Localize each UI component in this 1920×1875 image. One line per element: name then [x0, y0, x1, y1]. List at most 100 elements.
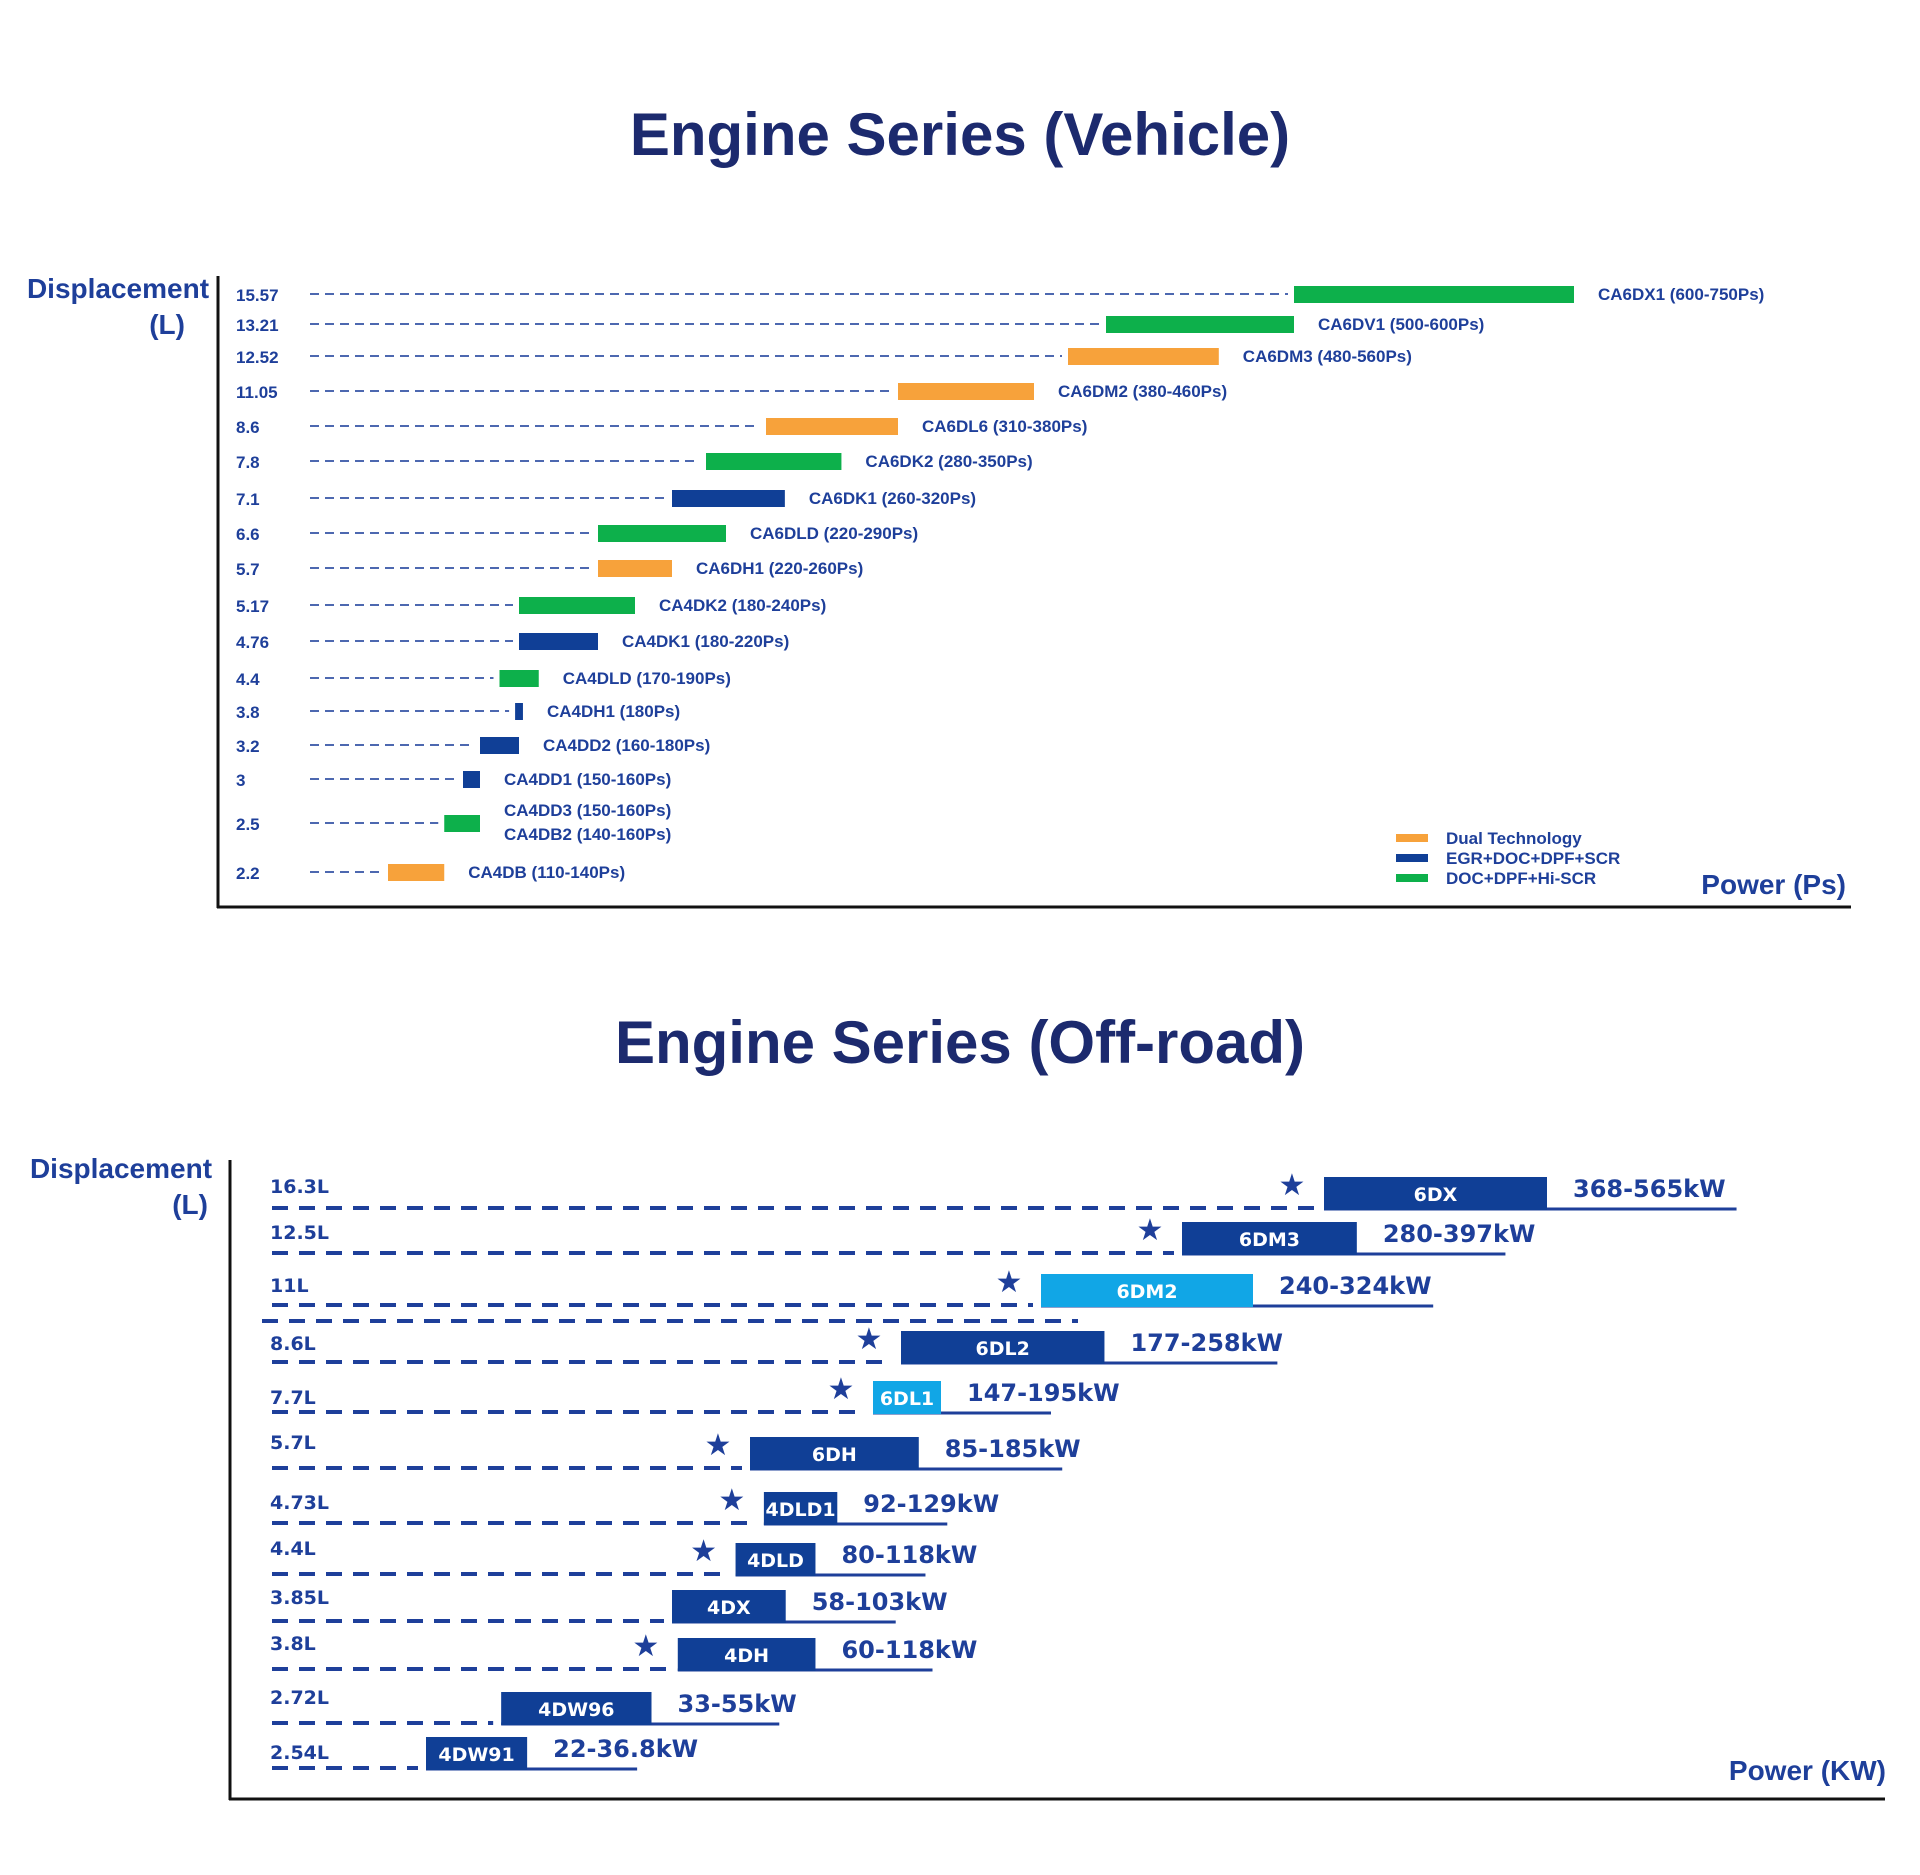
offroad-bar: [1041, 1274, 1253, 1307]
offroad-bar-name: 6DM2: [1116, 1281, 1177, 1303]
offroad-displacement-tick: 2.54L: [270, 1742, 329, 1764]
offroad-displacement-tick: 12.5L: [270, 1222, 329, 1244]
vehicle-displacement-tick: 7.1: [236, 490, 260, 509]
offroad-bar: [1324, 1177, 1547, 1210]
star-icon: ★: [996, 1265, 1023, 1300]
offroad-y-axis-label: Displacement: [30, 1153, 212, 1184]
offroad-bar-name: 4DW91: [438, 1744, 514, 1766]
vehicle-displacement-tick: 2.5: [236, 815, 260, 834]
offroad-bar: [735, 1543, 816, 1576]
offroad-displacement-tick: 11L: [270, 1275, 309, 1297]
offroad-bar-name: 4DH: [724, 1645, 769, 1667]
legend-label: DOC+DPF+Hi-SCR: [1446, 869, 1596, 888]
offroad-bar-name: 4DLD: [747, 1550, 804, 1572]
vehicle-bar: [1106, 316, 1294, 333]
vehicle-displacement-tick: 11.05: [236, 383, 278, 402]
vehicle-bar: [480, 737, 519, 754]
vehicle-displacement-tick: 3.2: [236, 737, 260, 756]
vehicle-bar: [898, 383, 1034, 400]
offroad-displacement-tick: 7.7L: [270, 1387, 316, 1409]
vehicle-bar-label: CA6DLD (220-290Ps): [750, 524, 918, 543]
star-icon: ★: [705, 1428, 732, 1463]
offroad-range-label: 58-103kW: [812, 1588, 948, 1616]
vehicle-bar-label: CA6DK2 (280-350Ps): [865, 452, 1032, 471]
offroad-bar-name: 4DW96: [538, 1699, 614, 1721]
offroad-bar: [901, 1331, 1105, 1364]
offroad-bar: [501, 1692, 652, 1725]
legend-swatch: [1396, 874, 1428, 882]
vehicle-bar: [444, 815, 480, 832]
offroad-range-label: 33-55kW: [678, 1690, 797, 1718]
offroad-displacement-tick: 2.72L: [270, 1687, 329, 1709]
vehicle-x-axis-label: Power (Ps): [1701, 869, 1846, 900]
vehicle-bar-label: CA4DB2 (140-160Ps): [504, 825, 671, 844]
vehicle-bar-label: CA6DM2 (380-460Ps): [1058, 382, 1227, 401]
offroad-bar-name: 6DH: [812, 1444, 857, 1466]
vehicle-bar: [463, 771, 480, 788]
offroad-bar: [763, 1492, 838, 1525]
offroad-range-label: 240-324kW: [1279, 1272, 1432, 1300]
offroad-bar: [672, 1590, 786, 1623]
vehicle-chart-title: Engine Series (Vehicle): [629, 101, 1291, 168]
vehicle-displacement-tick: 3: [236, 771, 245, 790]
vehicle-y-axis-unit: (L): [149, 309, 185, 340]
vehicle-bar-label: CA6DK1 (260-320Ps): [809, 489, 976, 508]
offroad-bar-name: 6DL2: [976, 1338, 1030, 1360]
vehicle-bar: [706, 453, 842, 470]
star-icon: ★: [718, 1483, 745, 1518]
offroad-range-label: 60-118kW: [841, 1636, 977, 1664]
vehicle-displacement-tick: 15.57: [236, 286, 279, 305]
vehicle-bar-label: CA6DV1 (500-600Ps): [1318, 315, 1484, 334]
vehicle-bar: [1068, 348, 1219, 365]
offroad-displacement-tick: 16.3L: [270, 1176, 329, 1198]
offroad-displacement-tick: 5.7L: [270, 1432, 316, 1454]
offroad-range-label: 147-195kW: [967, 1379, 1120, 1407]
offroad-chart-title: Engine Series (Off-road): [614, 1009, 1306, 1076]
offroad-displacement-tick: 4.73L: [270, 1492, 329, 1514]
offroad-range-label: 80-118kW: [841, 1541, 977, 1569]
offroad-x-axis-label: Power (KW): [1729, 1755, 1886, 1786]
offroad-range-label: 177-258kW: [1130, 1329, 1283, 1357]
vehicle-bar: [598, 525, 726, 542]
vehicle-bar-label: CA4DK1 (180-220Ps): [622, 632, 789, 651]
legend-label: Dual Technology: [1446, 829, 1582, 848]
star-icon: ★: [1279, 1168, 1306, 1203]
vehicle-y-axis-label: Displacement: [27, 273, 209, 304]
star-icon: ★: [690, 1534, 717, 1569]
vehicle-displacement-tick: 5.7: [236, 560, 260, 579]
offroad-y-axis-unit: (L): [172, 1189, 208, 1220]
vehicle-displacement-tick: 5.17: [236, 597, 269, 616]
offroad-range-label: 85-185kW: [945, 1435, 1081, 1463]
offroad-bar: [750, 1437, 919, 1470]
vehicle-bar: [672, 490, 785, 507]
vehicle-displacement-tick: 8.6: [236, 418, 260, 437]
vehicle-bar-label: CA4DH1 (180Ps): [547, 702, 680, 721]
vehicle-displacement-tick: 4.4: [236, 670, 260, 689]
offroad-range-label: 368-565kW: [1573, 1175, 1726, 1203]
vehicle-bar-label: CA6DM3 (480-560Ps): [1243, 347, 1412, 366]
vehicle-bar-label: CA4DD1 (150-160Ps): [504, 770, 671, 789]
star-icon: ★: [632, 1629, 659, 1664]
vehicle-bar: [499, 670, 539, 687]
offroad-bar-name: 6DX: [1414, 1184, 1458, 1206]
offroad-bar: [677, 1638, 816, 1671]
offroad-displacement-tick: 3.85L: [270, 1587, 329, 1609]
offroad-range-label: 22-36.8kW: [553, 1735, 698, 1763]
vehicle-bar-label: CA4DD3 (150-160Ps): [504, 801, 671, 820]
vehicle-displacement-tick: 3.8: [236, 703, 260, 722]
star-icon: ★: [1137, 1213, 1164, 1248]
vehicle-displacement-tick: 12.52: [236, 348, 279, 367]
vehicle-bar-label: CA6DX1 (600-750Ps): [1598, 285, 1764, 304]
vehicle-bar: [1294, 286, 1574, 303]
offroad-bar-name: 4DX: [707, 1597, 751, 1619]
legend-swatch: [1396, 834, 1428, 842]
star-icon: ★: [856, 1322, 883, 1357]
vehicle-bar: [598, 560, 672, 577]
offroad-bar: [1182, 1222, 1357, 1255]
offroad-displacement-tick: 8.6L: [270, 1333, 316, 1355]
vehicle-displacement-tick: 6.6: [236, 525, 260, 544]
offroad-bar-name: 4DLD1: [766, 1499, 836, 1521]
vehicle-displacement-tick: 2.2: [236, 864, 260, 883]
